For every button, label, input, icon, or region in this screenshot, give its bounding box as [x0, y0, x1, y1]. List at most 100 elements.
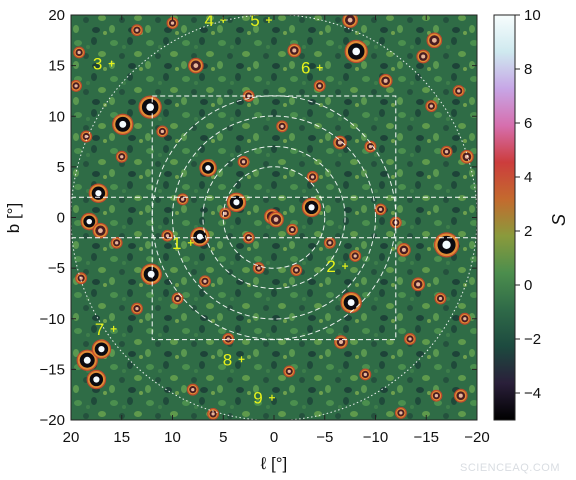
source-marker — [226, 192, 247, 213]
y-tick-label: 15 — [48, 58, 65, 75]
y-tick-label: 20 — [48, 7, 65, 24]
source-marker — [313, 79, 326, 92]
source-marker — [286, 223, 299, 236]
source-marker — [112, 113, 134, 136]
colorbar-tick-label: 4 — [524, 169, 532, 186]
source-marker — [91, 339, 112, 359]
annotation-label: 3 — [93, 55, 102, 74]
colorbar-ticks: −4 −2 0 2 4 6 8 10 — [515, 7, 541, 402]
x-tick-label: 0 — [270, 429, 278, 446]
y-tick-label: 10 — [48, 108, 65, 125]
source-marker — [222, 333, 235, 345]
colorbar-tick-label: −4 — [524, 385, 541, 402]
source-marker — [187, 57, 204, 74]
source-marker — [426, 32, 443, 49]
source-marker — [397, 243, 411, 257]
source-marker — [374, 203, 387, 216]
annotation-label: 2 — [326, 257, 335, 276]
y-tick-label: −20 — [40, 412, 65, 429]
y-tick-label: 0 — [57, 210, 65, 227]
source-marker — [301, 197, 322, 218]
annotation-1: 1 — [172, 234, 194, 253]
radius-circle-dashed — [151, 95, 397, 340]
source-marker — [110, 236, 123, 249]
annotation-8: 8 — [223, 350, 245, 369]
source-marker — [199, 159, 217, 177]
annotation-6: 6 — [301, 59, 323, 78]
source-marker — [334, 335, 348, 349]
x-axis-ticks: 20 15 10 5 0 −5 −10 −15 −20 — [63, 15, 490, 446]
annotation-label: 1 — [172, 234, 181, 253]
source-marker — [80, 212, 99, 231]
source-marker — [342, 15, 358, 28]
labels-layer: 1 2 3 4 5 6 7 8 9 — [93, 15, 349, 408]
source-marker — [394, 406, 407, 419]
colorbar-label: S — [549, 214, 569, 226]
annotation-7: 7 — [95, 320, 117, 339]
radius-circle-dashed — [222, 166, 326, 269]
radius-circle-dashed — [172, 115, 376, 320]
source-marker — [440, 145, 453, 158]
source-marker — [76, 349, 98, 371]
annotation-5: 5 — [250, 15, 272, 30]
source-marker — [359, 368, 372, 381]
y-tick-label: −15 — [40, 361, 65, 378]
colorbar-tick-label: 8 — [524, 61, 532, 78]
x-tick-label: −5 — [316, 429, 333, 446]
source-marker — [416, 49, 431, 64]
source-marker — [166, 17, 179, 30]
x-tick-label: −15 — [414, 429, 439, 446]
source-marker — [86, 369, 107, 390]
source-marker — [276, 120, 289, 133]
x-tick-label: 5 — [219, 429, 227, 446]
colorbar-tick-label: 2 — [524, 223, 532, 240]
source-marker — [378, 73, 393, 88]
annotation-2: 2 — [326, 257, 349, 276]
colorbar: −4 −2 0 2 4 6 8 10 S — [493, 7, 569, 421]
source-marker — [219, 207, 232, 220]
source-marker — [458, 312, 471, 325]
overlay-layer — [71, 15, 477, 420]
source-marker — [364, 140, 377, 153]
x-tick-label: 10 — [164, 429, 181, 446]
annotation-3: 3 — [93, 55, 115, 74]
y-tick-label: −10 — [40, 311, 65, 328]
x-tick-label: 15 — [113, 429, 130, 446]
source-marker — [459, 149, 474, 164]
source-marker — [140, 263, 162, 285]
source-marker — [186, 383, 199, 396]
source-marker — [411, 277, 426, 292]
source-marker — [71, 79, 83, 92]
source-marker — [287, 43, 302, 58]
annotation-label: 8 — [223, 350, 232, 369]
source-marker — [75, 272, 88, 285]
source-marker — [156, 125, 169, 138]
y-axis-label: b [°] — [4, 203, 23, 233]
source-marker — [92, 222, 109, 239]
source-marker — [425, 100, 438, 113]
y-tick-label: 5 — [57, 159, 65, 176]
source-marker — [88, 183, 109, 203]
source-marker — [434, 292, 447, 305]
y-tick-label: −5 — [48, 260, 65, 277]
source-marker — [344, 39, 368, 64]
x-tick-label: −20 — [464, 429, 489, 446]
x-tick-label: 20 — [63, 429, 80, 446]
plot-area: 1 2 3 4 5 6 7 8 9 — [70, 14, 478, 421]
source-marker — [433, 232, 460, 258]
source-marker — [131, 24, 143, 37]
colorbar-tick-label: 6 — [524, 115, 532, 132]
colorbar-gradient — [493, 14, 516, 421]
source-marker — [340, 291, 362, 314]
source-marker — [199, 275, 211, 288]
source-marker — [290, 264, 303, 277]
source-marker — [73, 46, 86, 59]
source-marker — [237, 155, 250, 168]
annotation-label: 9 — [253, 389, 262, 408]
watermark: SCIENCEAQ.COM — [460, 462, 560, 474]
source-marker — [452, 84, 465, 97]
source-marker — [404, 333, 416, 345]
source-marker — [131, 302, 143, 315]
